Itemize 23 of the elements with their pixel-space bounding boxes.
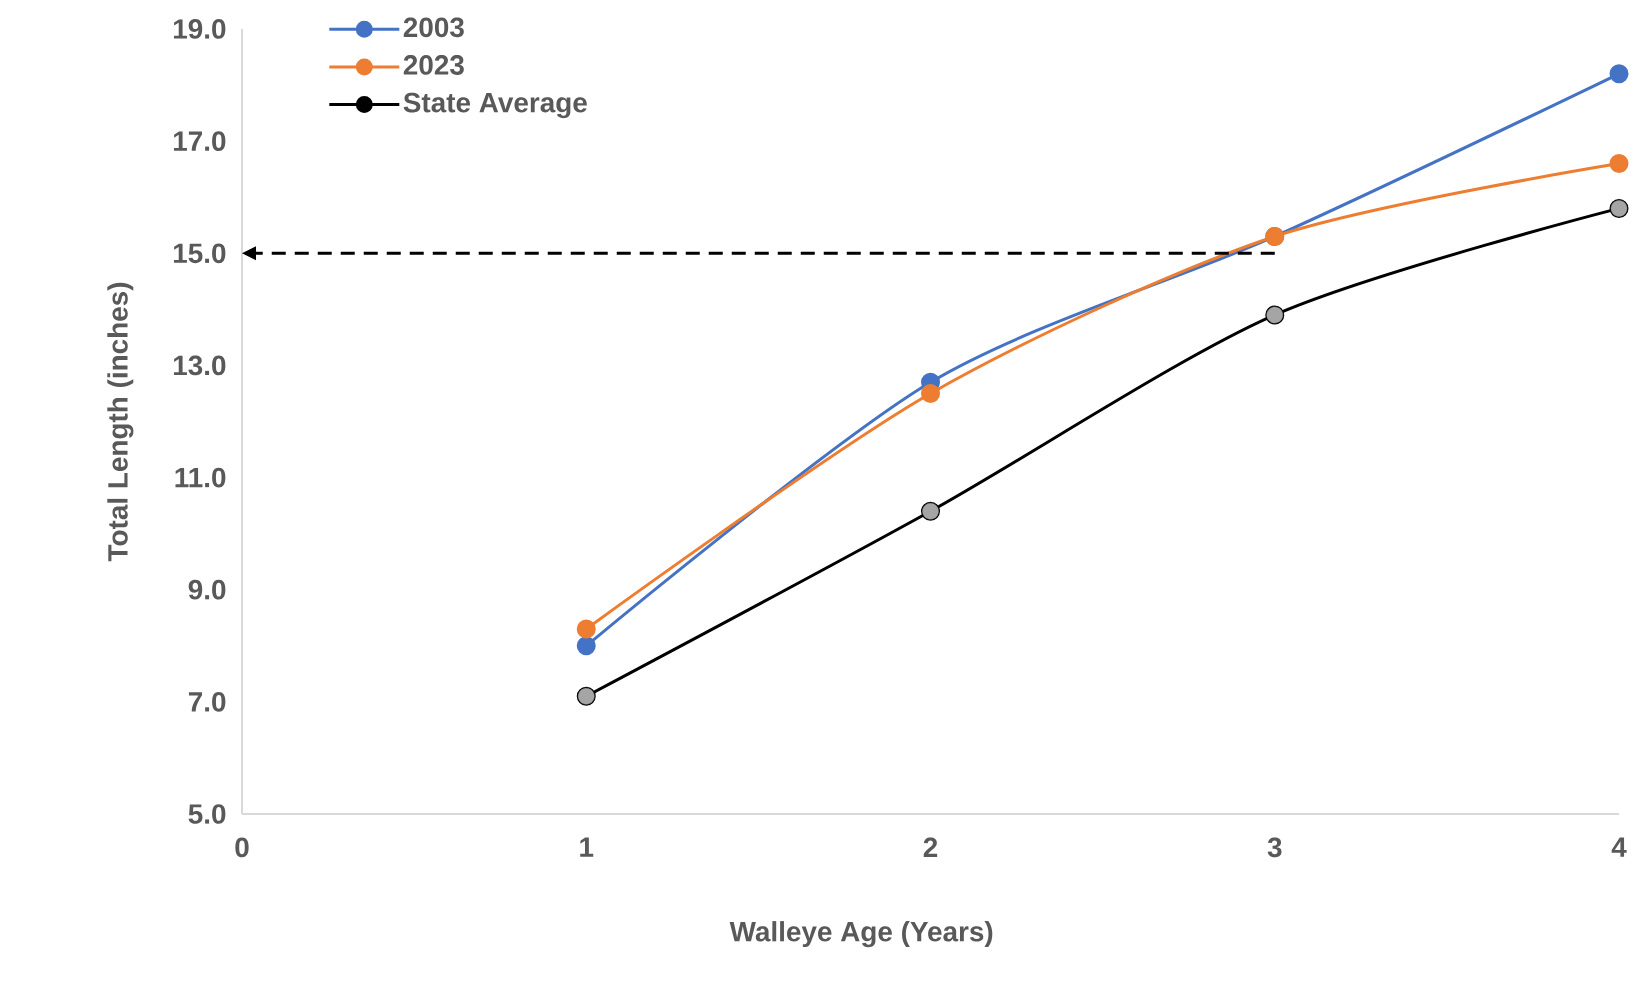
y-tick-label: 11.0	[175, 467, 226, 488]
y-tick-label: 7.0	[188, 691, 226, 712]
point	[1609, 154, 1629, 174]
y-axis-title: Total Length (inches)	[107, 282, 134, 562]
x-tick-label: 0	[235, 837, 249, 858]
y-tick-label: 17.0	[173, 131, 226, 151]
point	[576, 619, 596, 639]
y-tick-label: 19.0	[173, 19, 226, 39]
x-tick-label: 3	[1267, 837, 1282, 858]
y-tick-label: 15.0	[173, 243, 226, 264]
point	[921, 383, 941, 403]
point	[1609, 64, 1629, 84]
legend-label: State Average	[403, 92, 587, 119]
y-tick-label: 9.0	[188, 579, 226, 600]
x-tick-label: 4	[1611, 837, 1627, 857]
y-tick-label: 5.0	[188, 804, 226, 824]
x-tick-label: 2	[923, 837, 938, 857]
legend-label: 2003	[403, 17, 464, 38]
x-axis-title: Walleye Age (Years)	[729, 921, 993, 948]
legend-label: 2023	[403, 55, 464, 75]
x-tick-label: 1	[580, 837, 594, 857]
y-tick-label: 13.0	[173, 355, 226, 376]
point	[576, 636, 596, 656]
